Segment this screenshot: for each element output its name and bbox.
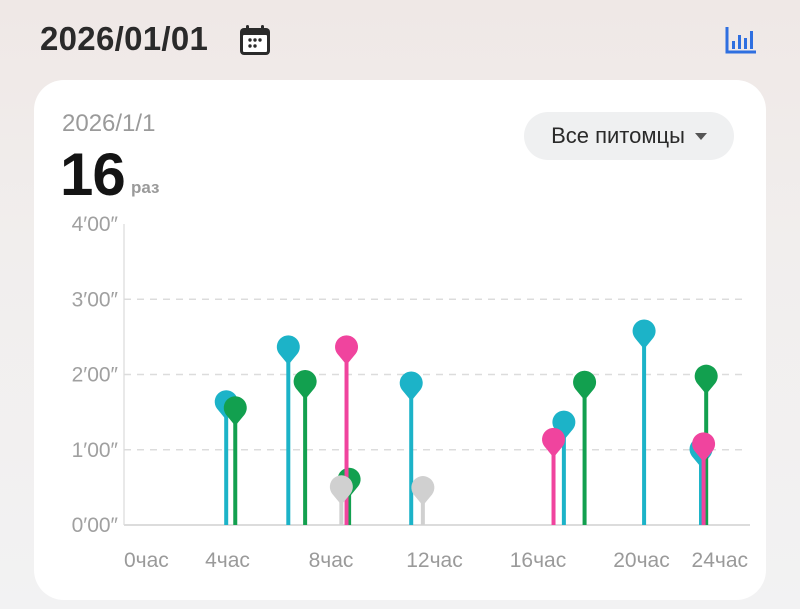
pin-head [399,371,423,402]
x-tick-label: 12час [406,549,462,572]
x-tick-label: 24час [692,549,748,572]
pin-head [293,369,317,400]
data-point-pin[interactable] [573,370,597,525]
y-tick-label: 1′00″ [72,439,119,462]
data-point-pin[interactable] [399,371,423,525]
pin-head [573,370,597,401]
x-tick-label: 16час [510,549,566,572]
bar-chart-icon[interactable] [724,24,758,56]
pin-head [335,335,359,365]
data-point-pin[interactable] [329,475,353,525]
x-tick-label: 4час [205,549,250,572]
event-count: 16 [60,141,126,208]
y-tick-label: 0′00″ [72,514,119,537]
pin-head [276,335,300,365]
y-tick-label: 3′00″ [72,288,119,311]
pin-head [632,319,656,350]
x-tick-label: 20час [613,549,669,572]
data-point-pin[interactable] [632,319,656,525]
calendar-icon[interactable] [239,24,271,56]
pet-filter-label: Все питомцы [551,123,685,148]
data-point-pin[interactable] [223,396,247,525]
summary-date: 2026/1/1 [62,110,156,137]
y-tick-label: 4′00″ [72,213,119,236]
data-point-pin[interactable] [411,476,435,525]
caret-down-icon [694,132,707,140]
data-point-pin[interactable] [276,335,300,525]
data-point-pin[interactable] [542,427,566,525]
y-tick-label: 2′00″ [72,364,119,387]
pet-filter-dropdown[interactable]: Все питомцы [524,112,734,160]
date-title[interactable]: 2026/01/01 [40,20,209,57]
pin-head [329,475,353,505]
x-tick-label: 8час [309,549,354,572]
pin-head [692,432,716,462]
data-point-pin[interactable] [552,410,576,525]
data-point-pin[interactable] [293,369,317,525]
pin-head [223,396,247,426]
count-unit: раз [131,178,160,197]
pin-head [411,476,435,506]
data-point-pin[interactable] [692,432,716,525]
pin-head [694,364,718,395]
pin-head [542,427,566,458]
x-tick-label: 0час [124,549,169,572]
